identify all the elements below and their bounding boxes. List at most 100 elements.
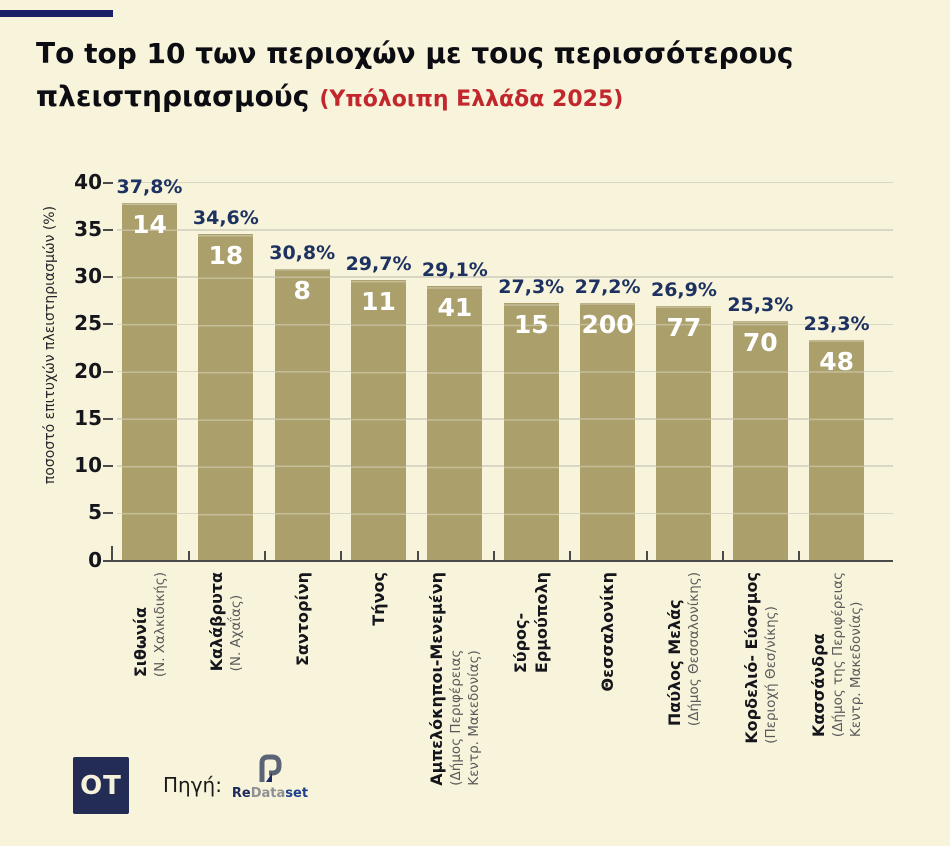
x-category-label: Θεσσαλονίκη bbox=[597, 572, 618, 691]
x-label-sub: (Περιοχή Θεσ/νίκης) bbox=[762, 606, 779, 744]
x-label-main: Παύλος Μελάς bbox=[665, 599, 685, 727]
y-tick-mark bbox=[103, 512, 113, 515]
redataset-icon bbox=[259, 754, 282, 782]
bar-value-label: 27,2% bbox=[574, 276, 641, 299]
x-label-main: Θεσσαλονίκη bbox=[598, 572, 618, 692]
bar bbox=[656, 306, 712, 561]
bar-value-label: 23,3% bbox=[803, 313, 870, 336]
redataset-wordmark: ReDataset bbox=[232, 786, 308, 801]
x-category-label: Καλάβρυτα (Ν. Αχαΐας) bbox=[206, 572, 245, 671]
ot-logo: OT bbox=[73, 757, 129, 814]
bar bbox=[503, 302, 559, 561]
x-label-sub: Κεντρ. Μακεδονίας) bbox=[848, 601, 865, 738]
bar bbox=[732, 321, 788, 561]
x-category-label: Σιθωνία (Ν. Χαλκιδικής) bbox=[130, 572, 169, 677]
x-label-main: Σαντορίνη bbox=[292, 572, 312, 666]
y-tick-mark bbox=[103, 228, 113, 231]
y-tick-mark bbox=[103, 559, 113, 562]
x-tick-mark bbox=[416, 550, 419, 560]
title-line-2: πλειστηριασμούς (Υπόλοιπη Ελλάδα 2025) bbox=[36, 75, 793, 121]
gridline bbox=[117, 229, 893, 231]
x-label-main: Κορδελιό- Εύοσμος bbox=[741, 572, 761, 744]
bar bbox=[198, 233, 254, 561]
bar-value-label: 26,9% bbox=[650, 279, 717, 302]
y-axis-corner bbox=[111, 545, 113, 561]
bar bbox=[809, 340, 865, 561]
bar-count-label: 200 bbox=[581, 310, 634, 340]
y-tick-label: 15 bbox=[74, 405, 102, 430]
bar-count-label: 14 bbox=[132, 210, 167, 240]
y-tick-mark bbox=[103, 417, 113, 420]
y-tick-mark bbox=[103, 323, 113, 326]
bar bbox=[274, 269, 330, 561]
bar-value-label: 30,8% bbox=[269, 242, 336, 265]
y-tick-mark bbox=[103, 465, 113, 467]
bar-value-label: 34,6% bbox=[192, 206, 259, 229]
x-label-sub: (Δήμος Θεσσαλονίκης) bbox=[686, 572, 703, 727]
x-label-sub: (Ν. Χαλκιδικής) bbox=[152, 572, 168, 678]
accent-bar bbox=[0, 10, 113, 17]
redataset-set: set bbox=[285, 786, 309, 801]
x-tick-mark bbox=[569, 550, 572, 560]
title-line-2-text: πλειστηριασμούς bbox=[36, 80, 310, 113]
x-tick-mark bbox=[187, 550, 190, 560]
source-label: Πηγή: bbox=[163, 773, 222, 797]
x-category-label: Σύρος- Ερμούπολη bbox=[510, 572, 552, 673]
bar-value-label: 29,1% bbox=[421, 258, 488, 281]
x-tick-mark bbox=[798, 550, 801, 560]
x-category-label: Κασσάνδρα (Δήμος της Περιφέρειας Κεντρ. Μα… bbox=[808, 572, 865, 737]
bar bbox=[122, 203, 177, 561]
bar-count-label: 11 bbox=[361, 286, 396, 316]
gridline bbox=[117, 276, 893, 278]
y-tick-label: 25 bbox=[74, 311, 102, 336]
x-label-main: Τήνος bbox=[369, 572, 389, 626]
bar-value-label: 37,8% bbox=[116, 176, 183, 199]
bar-count-label: 15 bbox=[513, 309, 549, 339]
bar bbox=[580, 303, 636, 561]
y-tick-label: 35 bbox=[74, 216, 102, 241]
y-tick-label: 0 bbox=[88, 547, 102, 572]
x-tick-mark bbox=[722, 550, 725, 560]
x-category-label: Παύλος Μελάς (Δήμος Θεσσαλονίκης) bbox=[664, 572, 703, 726]
bar bbox=[351, 279, 407, 561]
x-tick-mark bbox=[645, 550, 648, 560]
footer: OT Πηγή: ReDataset bbox=[0, 750, 950, 830]
redataset-data: Data bbox=[250, 786, 286, 801]
x-label-main: Καλάβρυτα bbox=[207, 572, 227, 672]
bar-value-label: 27,3% bbox=[498, 275, 565, 298]
x-label-main: Σιθωνία bbox=[131, 606, 150, 678]
x-tick-mark bbox=[264, 550, 267, 560]
y-tick-mark bbox=[103, 181, 113, 184]
bar-value-label: 25,3% bbox=[727, 294, 794, 317]
x-category-label: Σαντορίνη bbox=[292, 572, 313, 666]
bar-value-label: 29,7% bbox=[345, 252, 412, 275]
title-subtitle: (Υπόλοιπη Ελλάδα 2025) bbox=[319, 87, 624, 112]
y-tick-mark bbox=[103, 370, 113, 373]
x-label-main: Σύρος- bbox=[511, 612, 531, 674]
gridline bbox=[117, 181, 893, 184]
title-line-1: Το top 10 των περιοχών με τους περισσότε… bbox=[36, 37, 794, 70]
y-tick-label: 5 bbox=[88, 500, 102, 525]
bar-count-label: 70 bbox=[742, 328, 778, 358]
redataset-re: Re bbox=[231, 786, 251, 801]
x-label-main: Κασσάνδρα bbox=[809, 633, 829, 738]
bar bbox=[427, 285, 483, 561]
bar-count-label: 41 bbox=[437, 292, 473, 322]
x-label-sub: (Ν. Αχαΐας) bbox=[228, 594, 245, 672]
y-tick-label: 30 bbox=[74, 264, 102, 288]
redataset-logo: ReDataset bbox=[230, 753, 310, 801]
x-axis-line bbox=[112, 559, 893, 562]
x-tick-mark bbox=[340, 550, 343, 560]
y-tick-label: 10 bbox=[74, 453, 102, 477]
x-category-label: Κορδελιό- Εύοσμος (Περιοχή Θεσ/νίκης) bbox=[741, 572, 780, 744]
y-tick-label: 40 bbox=[74, 169, 102, 194]
page-title: Το top 10 των περιοχών με τους περισσότε… bbox=[36, 32, 793, 121]
x-tick-mark bbox=[493, 550, 496, 560]
x-category-label: Τήνος bbox=[368, 572, 389, 626]
bar-count-label: 48 bbox=[819, 347, 855, 377]
bar-count-label: 18 bbox=[208, 240, 244, 270]
x-label-sub: (Δήμος της Περιφέρειας bbox=[830, 572, 847, 738]
bar-count-label: 8 bbox=[293, 276, 311, 306]
